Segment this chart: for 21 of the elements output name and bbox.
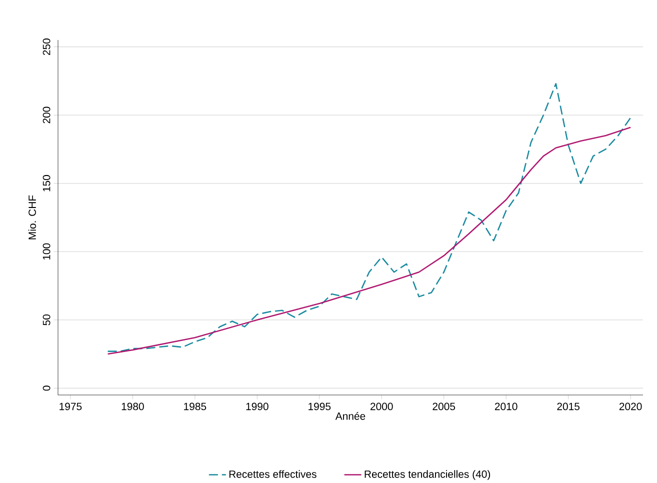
x-tick-label: 2005 [432, 402, 456, 410]
y-tick-label: 250 [42, 38, 50, 55]
x-tick-label: 1980 [122, 402, 144, 410]
x-tick-label: 1985 [184, 402, 206, 410]
x-axis-title: Année [335, 412, 366, 420]
y-tick-label: 0 [42, 386, 50, 391]
y-tick-label: 100 [42, 243, 50, 260]
y-tick-label: 200 [42, 106, 50, 124]
y-axis-title: Mio. CHF [28, 195, 36, 240]
x-tick-label: 2015 [557, 402, 580, 410]
y-tick-label: 50 [42, 314, 50, 326]
legend-label: Recettes effectives [229, 470, 316, 478]
x-tick-label: 1995 [308, 402, 331, 410]
x-tick-label: 1975 [60, 402, 82, 410]
x-tick-label: 2010 [494, 402, 518, 410]
y-tick-label: 150 [42, 174, 50, 192]
x-tick-label: 2020 [619, 402, 642, 410]
x-tick-label: 1990 [246, 402, 268, 410]
x-tick-label: 2000 [370, 402, 393, 410]
line-series [107, 126, 632, 355]
legend-label: Recettes tendancielles (40) [364, 470, 490, 480]
